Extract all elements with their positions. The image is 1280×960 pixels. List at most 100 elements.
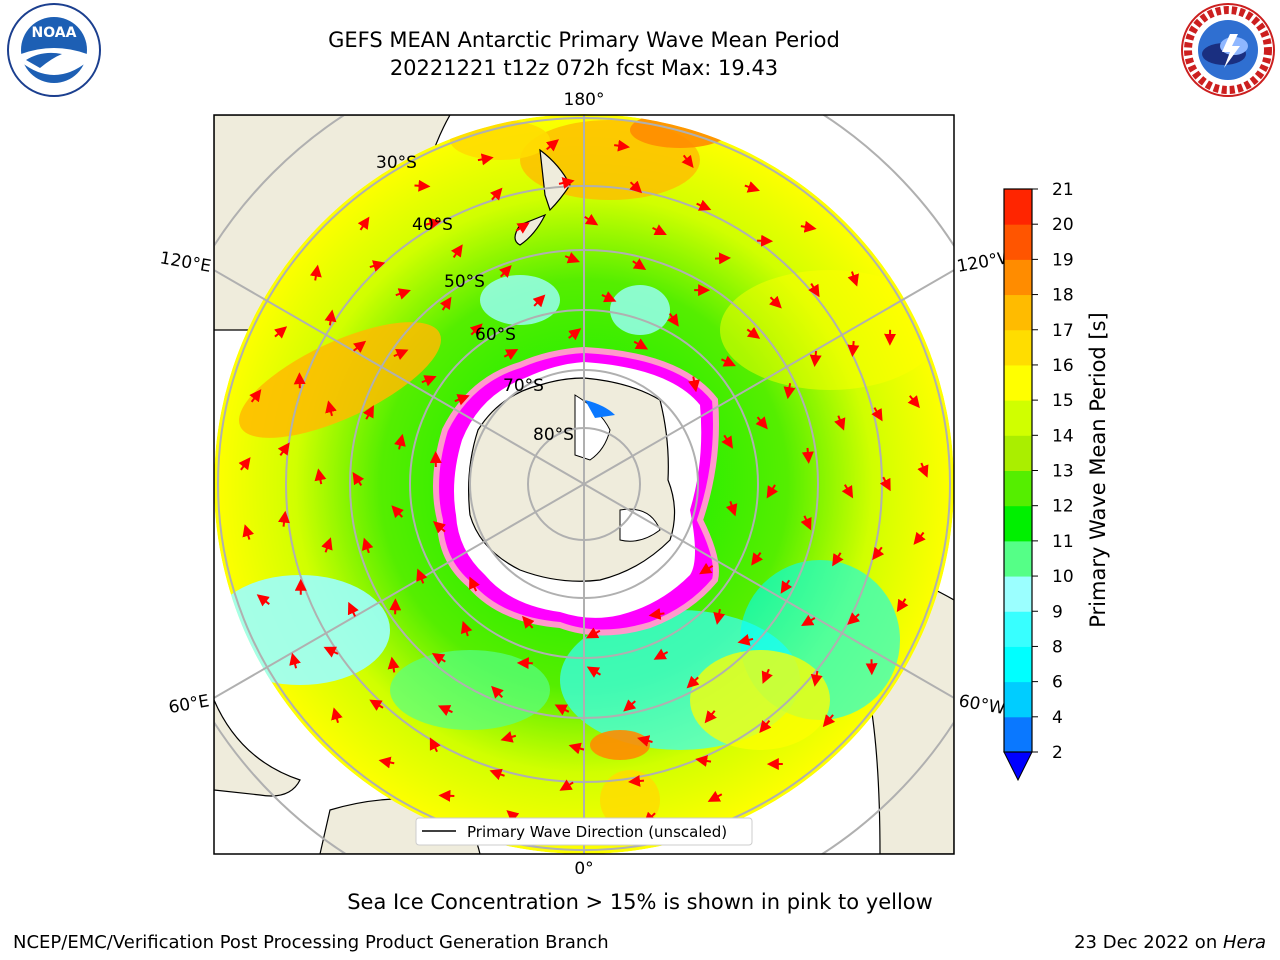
wave-direction-arrow [623, 699, 637, 712]
wave-direction-arrow [559, 779, 574, 791]
wave-direction-arrow [628, 774, 645, 787]
wave-direction-arrow [500, 731, 517, 743]
wave-direction-arrow [721, 355, 736, 367]
wave-direction-arrow [499, 265, 512, 278]
wave-direction-arrow [393, 349, 409, 361]
wave-direction-arrow [713, 608, 726, 625]
lat-label-80s: 80°S [533, 425, 574, 445]
wave-direction-arrow [425, 217, 442, 230]
wave-direction-arrow [737, 634, 754, 646]
wave-direction-arrow [568, 742, 585, 755]
wave-direction-arrow [331, 707, 343, 724]
antarctica [433, 346, 719, 636]
colorbar-under-extension [1003, 751, 1033, 782]
colorbar: 2 4 6 8 9 10 11 12 13 14 15 16 17 18 19 20 21 Primary Wa… [1003, 180, 1110, 782]
wave-direction-arrow [721, 434, 733, 449]
wave-direction-arrow [834, 415, 846, 431]
lat-label-40s: 40°S [412, 215, 453, 235]
wave-direction-arrow [238, 457, 251, 471]
wave-direction-arrow [490, 187, 503, 201]
wave-direction-arrow [585, 627, 601, 639]
colorbar-swatch [1004, 576, 1032, 612]
wave-direction-arrow [369, 699, 384, 711]
wave-direction-arrow [761, 668, 773, 684]
wave-direction-arrow [387, 656, 400, 673]
wave-direction-arrow [751, 552, 764, 566]
colorbar-swatch [1004, 294, 1032, 331]
wave-direction-arrow [491, 685, 504, 699]
colorbar-tick-label: 4 [1052, 708, 1063, 728]
colorbar-label: Primary Wave Mean Period [s] [1086, 312, 1110, 628]
wave-direction-arrow [917, 462, 929, 478]
primary-wave-direction-arrows [238, 139, 929, 831]
lon-label-120e: 120°E [158, 248, 212, 277]
wave-direction-arrow [414, 179, 431, 192]
colorbar-tick-label: 15 [1052, 391, 1074, 411]
graticule [214, 115, 954, 854]
wave-direction-arrow [871, 407, 883, 422]
latitude-labels: 30°S 40°S 50°S 60°S 70°S 80°S [376, 153, 574, 445]
wave-direction-arrow [324, 309, 337, 326]
wave-direction-arrow [321, 537, 333, 553]
wave-direction-arrow [696, 199, 712, 211]
wave-direction-arrow [277, 442, 290, 456]
wave-direction-arrow [769, 295, 782, 309]
chart-subtitle: 20221221 t12z 072h fcst Max: 19.43 [389, 56, 779, 80]
wave-direction-arrow [489, 768, 505, 781]
wave-direction-arrow [391, 505, 404, 519]
colorbar-tick-label: 17 [1052, 321, 1074, 341]
colorbar-swatch [1004, 364, 1032, 401]
wave-direction-arrow [568, 328, 582, 341]
wave-direction-arrow [584, 213, 599, 226]
wave-direction-arrow [450, 244, 463, 259]
wave-direction-arrow [421, 375, 437, 387]
footer-date: 23 Dec 2022 on Hera [1074, 932, 1266, 953]
wave-direction-arrow [648, 607, 665, 620]
wave-direction-arrow [801, 447, 814, 464]
wave-direction-arrow [783, 383, 796, 400]
wave-direction-arrow [558, 177, 575, 189]
colorbar-tick-label: 13 [1052, 462, 1074, 482]
lat-label-30s: 30°S [376, 153, 417, 173]
colorbar-swatches [1004, 189, 1032, 753]
wave-direction-arrow [242, 524, 254, 540]
wave-direction-arrow [629, 180, 643, 194]
wave-direction-arrow [688, 376, 700, 393]
colorbar-swatch [1004, 224, 1032, 260]
colorbar-tick-label: 21 [1052, 180, 1074, 200]
wave-direction-arrow [347, 601, 359, 617]
wave-direction-arrow [614, 139, 631, 152]
wave-direction-arrow [725, 500, 738, 517]
wave-direction-arrow [323, 646, 339, 658]
colorbar-swatch [1004, 329, 1032, 366]
wave-direction-arrow [681, 154, 694, 168]
wave-direction-arrow [437, 705, 453, 716]
wave-direction-arrow [554, 704, 570, 716]
colorbar-swatch [1004, 681, 1032, 718]
legend-label: Primary Wave Direction (unscaled) [467, 823, 727, 841]
colorbar-tick-label: 19 [1052, 250, 1074, 270]
lon-label-180: 180° [564, 90, 605, 110]
noaa-logo-text: NOAA [32, 25, 77, 41]
wave-direction-arrow [278, 510, 290, 527]
wave-direction-arrow [755, 416, 768, 430]
wave-direction-arrow [431, 652, 446, 665]
wave-direction-arrow [439, 296, 452, 311]
colorbar-tick-label: 14 [1052, 426, 1074, 446]
colorbar-swatch [1004, 435, 1032, 471]
wave-direction-arrow [653, 648, 669, 660]
wave-direction-arrow [503, 348, 519, 361]
colorbar-swatch [1004, 505, 1032, 542]
colorbar-swatch [1004, 540, 1032, 577]
colorbar-tick-label: 10 [1052, 567, 1074, 587]
footer-credit: NCEP/EMC/Verification Post Processing Pr… [13, 932, 609, 953]
wave-direction-arrow [256, 594, 270, 607]
wave-direction-arrow [309, 264, 322, 281]
wave-direction-arrow [766, 484, 779, 499]
madagascar-land [214, 699, 301, 797]
wave-direction-arrow [454, 394, 470, 406]
wave-direction-arrow [847, 612, 861, 625]
wave-direction-arrow [872, 546, 885, 561]
wave-direction-arrow [780, 579, 793, 594]
